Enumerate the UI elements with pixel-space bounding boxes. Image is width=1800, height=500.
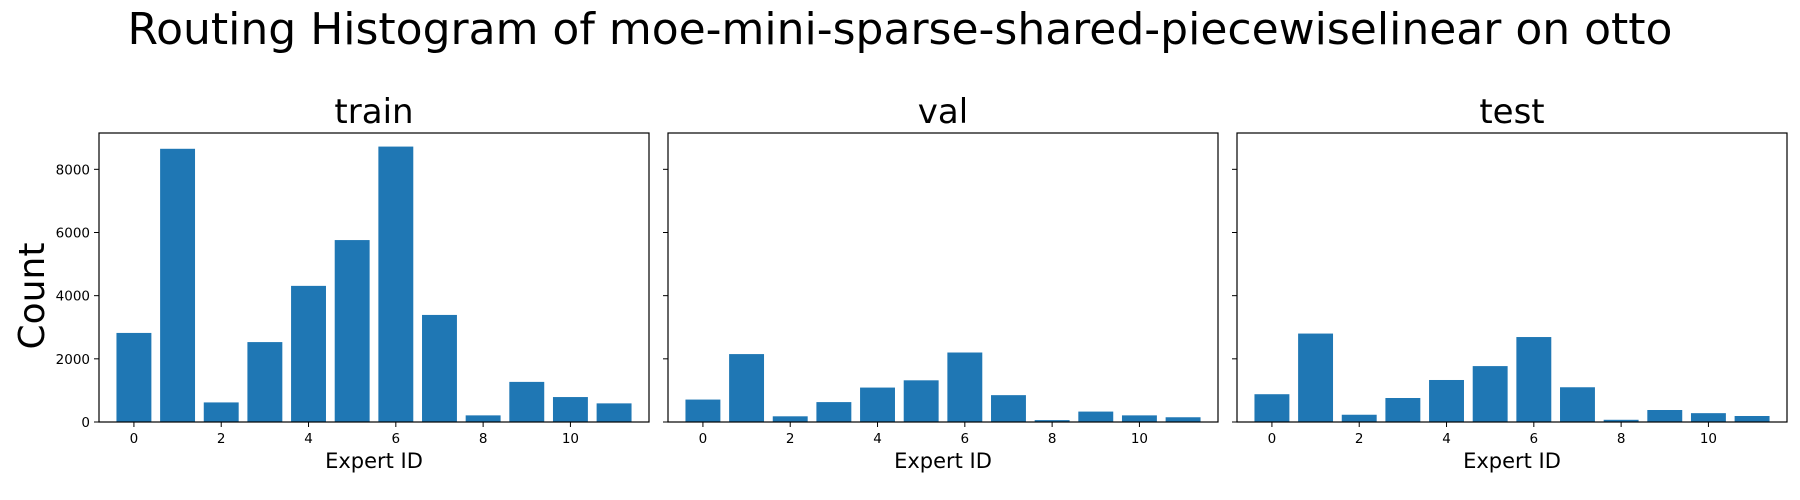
- panel-title-test: test: [1479, 92, 1544, 132]
- bar-test-expert-7: [1560, 387, 1595, 422]
- axes-frame-train: [98, 132, 650, 423]
- bar-train-expert-11: [596, 403, 632, 422]
- bar-test-expert-8: [1603, 419, 1639, 422]
- bar-train-expert-1: [160, 148, 196, 423]
- y-tick-label: 8000: [56, 162, 90, 178]
- x-tick-label: 4: [1442, 431, 1451, 447]
- bar-test-expert-1: [1298, 333, 1334, 422]
- bar-test-expert-11: [1734, 416, 1770, 422]
- y-tick-label: 2000: [56, 352, 90, 368]
- y-tick-label: 6000: [56, 225, 90, 241]
- x-tick-label: 10: [562, 431, 579, 447]
- x-tick-label: 6: [392, 431, 401, 447]
- x-tick-label: 0: [1268, 431, 1277, 447]
- subplot-panels: train 0 2 4 6 8 10 Expert ID 0 2000 4000 6000 8000 va…: [56, 92, 1788, 473]
- bar-train-expert-10: [552, 397, 588, 422]
- panel-train: train 0 2 4 6 8 10 Expert ID 0 2000 4000 6000 8000: [56, 92, 650, 473]
- bar-test-expert-5: [1472, 366, 1508, 422]
- bar-val-expert-6: [947, 352, 983, 422]
- bar-test-expert-0: [1254, 394, 1290, 422]
- y-tick-label: 0: [81, 415, 90, 431]
- figure-title: Routing Histogram of moe-mini-sparse-sha…: [128, 4, 1673, 55]
- bar-test-expert-3: [1385, 398, 1421, 422]
- x-tick-label: 2: [1355, 431, 1364, 447]
- y-axis-label: Count: [12, 243, 53, 350]
- x-tick-label: 2: [217, 431, 226, 447]
- bar-train-expert-3: [247, 342, 283, 422]
- x-tick-label: 8: [1617, 431, 1626, 447]
- x-tick-label: 0: [130, 431, 139, 447]
- bar-train-expert-5: [334, 240, 370, 422]
- bar-train-expert-6: [378, 146, 414, 422]
- bar-train-expert-7: [422, 314, 457, 422]
- bar-val-expert-8: [1034, 420, 1070, 422]
- bar-val-expert-7: [991, 395, 1026, 422]
- bar-val-expert-11: [1165, 417, 1201, 422]
- x-tick-label: 4: [304, 431, 313, 447]
- x-tick-label: 6: [961, 431, 970, 447]
- bar-val-expert-0: [685, 399, 721, 422]
- x-tick-label: 10: [1700, 431, 1717, 447]
- bar-train-expert-2: [203, 402, 239, 422]
- x-tick-label: 0: [699, 431, 708, 447]
- bar-test-expert-2: [1341, 414, 1377, 422]
- x-tick-label: 6: [1530, 431, 1539, 447]
- x-tick-label: 2: [786, 431, 795, 447]
- panel-title-train: train: [334, 92, 413, 132]
- x-tick-label: 8: [479, 431, 488, 447]
- x-tick-label: 4: [873, 431, 882, 447]
- panel-title-val: val: [918, 92, 968, 132]
- axes-frame-val: [667, 132, 1219, 423]
- panel-test: test 0 2 4 6 8 10 Expert ID: [1232, 92, 1788, 473]
- bar-train-expert-4: [291, 285, 326, 422]
- bar-test-expert-6: [1516, 337, 1552, 422]
- bar-val-expert-3: [816, 402, 852, 422]
- x-tick-label: 8: [1048, 431, 1057, 447]
- x-axis-label-test: Expert ID: [1463, 449, 1561, 473]
- bar-val-expert-1: [729, 354, 765, 422]
- bar-val-expert-5: [903, 380, 939, 422]
- bar-test-expert-9: [1647, 410, 1683, 422]
- y-tick-label: 4000: [56, 289, 90, 305]
- bar-train-expert-8: [465, 415, 501, 422]
- axes-frame-test: [1236, 132, 1788, 423]
- x-axis-label-train: Expert ID: [325, 449, 423, 473]
- bar-val-expert-2: [772, 416, 808, 422]
- bar-val-expert-9: [1078, 411, 1114, 422]
- bar-val-expert-4: [860, 387, 895, 422]
- panel-val: val 0 2 4 6 8 10 Expert ID: [663, 92, 1219, 473]
- x-tick-label: 10: [1131, 431, 1148, 447]
- bar-val-expert-10: [1121, 415, 1157, 422]
- bar-train-expert-0: [116, 332, 152, 422]
- bar-test-expert-10: [1690, 413, 1726, 422]
- bar-train-expert-9: [509, 381, 545, 422]
- bar-test-expert-4: [1429, 379, 1464, 422]
- x-axis-label-val: Expert ID: [894, 449, 992, 473]
